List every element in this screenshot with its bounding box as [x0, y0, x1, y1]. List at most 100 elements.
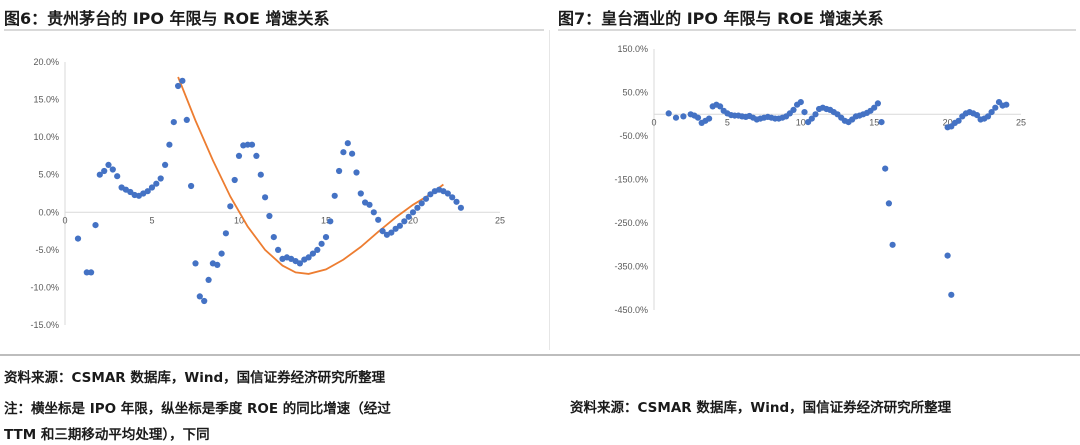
left-data-point: [344, 140, 351, 147]
right-x-tick-label: 0: [651, 117, 656, 127]
left-data-point: [427, 191, 434, 198]
left-x-tick-label: 5: [149, 215, 154, 225]
right-data-point: [889, 241, 896, 248]
left-data-point: [322, 234, 330, 241]
right-y-tick-label: -150.0%: [614, 175, 648, 185]
right-data-point: [665, 110, 672, 117]
right-x-tick-label: 20: [943, 117, 953, 127]
right-data-point: [871, 104, 878, 111]
left-data-point: [318, 240, 325, 247]
left-data-point: [296, 260, 303, 267]
right-y-tick-label: -350.0%: [614, 262, 648, 272]
left-data-point: [270, 234, 277, 241]
left-data-point: [231, 176, 238, 184]
right-y-tick-label: -250.0%: [614, 218, 648, 228]
left-data-point: [409, 209, 417, 216]
left-y-tick-label: -10.0%: [30, 282, 59, 292]
right-data-point: [878, 119, 885, 126]
left-data-point: [101, 167, 108, 175]
left-axis-note: 注：横坐标是 IPO 年限，纵坐标是季度 ROE 的同比增速（经过: [4, 401, 391, 417]
left-data-point: [214, 261, 221, 268]
left-data-point: [349, 150, 356, 157]
left-trend-line: [177, 76, 444, 275]
left-data-point: [148, 184, 156, 191]
left-data-point: [422, 195, 430, 202]
right-chart-title: 图7：皇台酒业的 IPO 年限与 ROE 增速关系: [558, 9, 884, 28]
left-x-tick-label: 10: [234, 215, 244, 225]
left-x-axis: 0 5 10 15 20 25: [62, 211, 505, 225]
right-y-tick-label: 50.0%: [622, 88, 648, 98]
left-data-point: [127, 188, 134, 196]
left-y-axis: 20.0% 15.0% 10.0% 5.0% 0.0% -5.0% -10.0% -15.0%: [30, 57, 66, 330]
right-data-point: [984, 113, 992, 120]
right-data-point: [672, 114, 680, 121]
left-data-point: [457, 204, 464, 211]
right-y-axis: 150.0% 50.0% -50.0% -150.0% -250.0% -350.0% -4…: [614, 44, 655, 315]
left-y-tick-label: 20.0%: [33, 57, 59, 67]
right-data-point: [944, 252, 951, 259]
left-data-point: [414, 204, 421, 211]
left-data-point: [188, 182, 195, 190]
left-data-point: [205, 276, 212, 283]
right-x-tick-label: 15: [869, 117, 879, 127]
left-data-point: [109, 166, 116, 173]
left-data-point: [375, 216, 382, 223]
left-data-point: [227, 203, 234, 210]
right-data-point: [797, 99, 804, 106]
right-data-point: [694, 114, 702, 121]
left-data-point: [166, 141, 173, 148]
left-data-point: [266, 212, 273, 220]
left-source-note: 资料来源：CSMAR 数据库，Wind，国信证券经济研究所整理: [4, 370, 386, 386]
left-data-point: [183, 116, 190, 123]
left-y-tick-label: 0.0%: [38, 207, 59, 217]
left-data-point: [88, 269, 95, 276]
left-data-point: [392, 225, 399, 232]
right-data-point: [808, 115, 815, 122]
left-data-point: [379, 228, 386, 235]
left-data-point: [157, 175, 164, 182]
right-data-point: [717, 103, 724, 110]
left-y-tick-label: -15.0%: [30, 320, 59, 330]
right-title-underline: [558, 29, 1076, 31]
left-data-point: [327, 218, 334, 225]
left-data-point: [74, 235, 82, 242]
left-data-point: [253, 152, 260, 159]
left-data-point: [309, 250, 316, 257]
right-source-note: 资料来源：CSMAR 数据库，Wind，国信证券经济研究所整理: [570, 400, 952, 416]
right-data-point: [882, 165, 889, 172]
left-data-point: [444, 190, 451, 197]
left-data-point: [305, 254, 312, 261]
right-data-point: [1003, 101, 1010, 108]
left-data-point: [331, 192, 338, 199]
left-data-point: [257, 171, 264, 178]
right-points-layer: [665, 99, 1010, 298]
left-title-underline: [4, 29, 544, 31]
right-y-tick-label: 150.0%: [617, 44, 648, 54]
left-data-point: [418, 200, 425, 207]
left-data-point: [114, 173, 121, 180]
notes-divider: [0, 354, 1080, 356]
left-data-point: [201, 297, 208, 305]
left-data-point: [405, 213, 412, 220]
left-x-tick-label: 20: [408, 215, 418, 225]
left-data-point: [244, 141, 251, 148]
left-x-tick-label: 15: [321, 215, 331, 225]
left-data-point: [353, 169, 360, 176]
left-x-tick-label: 0: [62, 215, 67, 225]
left-data-point: [170, 119, 177, 126]
left-data-point: [96, 171, 103, 178]
left-data-point: [357, 190, 364, 197]
left-axis-note-cont: TTM 和三期移动平均处理），下同: [4, 427, 210, 443]
left-data-point: [370, 209, 377, 216]
left-data-point: [144, 188, 151, 195]
left-data-point: [92, 222, 99, 229]
left-data-point: [401, 218, 408, 225]
right-data-point: [948, 291, 955, 298]
right-data-point: [992, 104, 999, 111]
left-data-point: [449, 194, 456, 201]
left-data-point: [153, 180, 160, 187]
right-data-point: [801, 109, 808, 116]
right-x-tick-label: 5: [725, 117, 730, 127]
right-data-point: [706, 115, 713, 122]
left-data-point: [453, 198, 460, 205]
